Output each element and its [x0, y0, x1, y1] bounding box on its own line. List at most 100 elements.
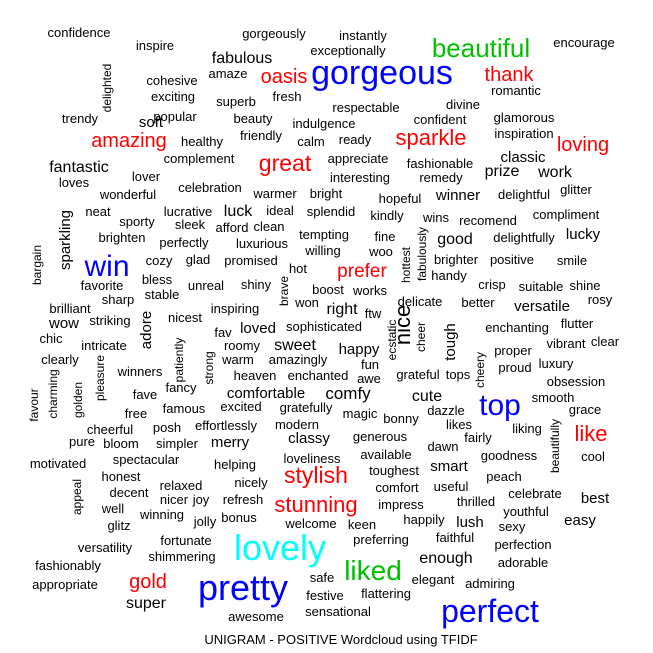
- word-suitable: suitable: [519, 279, 564, 294]
- word-interesting: interesting: [330, 170, 390, 185]
- word-confident: confident: [414, 112, 467, 127]
- word-smart: smart: [430, 458, 468, 475]
- word-excited: excited: [220, 399, 261, 414]
- word-recomend: recomend: [459, 213, 517, 228]
- word-grace: grace: [569, 402, 602, 417]
- word-festive: festive: [306, 588, 344, 603]
- word-sweet: sweet: [274, 337, 316, 354]
- word-trendy: trendy: [62, 111, 99, 126]
- word-bless: bless: [142, 272, 173, 287]
- word-toughest: toughest: [369, 463, 419, 478]
- word-welcome: welcome: [284, 516, 336, 531]
- word-encourage: encourage: [553, 35, 614, 50]
- word-good: good: [437, 231, 473, 248]
- word-bonus: bonus: [221, 510, 257, 525]
- word-enchanted: enchanted: [288, 368, 349, 383]
- word-super: super: [126, 595, 167, 612]
- word-sporty: sporty: [119, 214, 155, 229]
- word-flutter: flutter: [561, 316, 594, 331]
- word-dawn: dawn: [427, 439, 458, 454]
- word-kindly: kindly: [370, 208, 404, 223]
- word-winning: winning: [139, 507, 184, 522]
- word-delightfully: delightfully: [493, 230, 555, 245]
- word-decent: decent: [109, 485, 148, 500]
- word-top: top: [479, 389, 521, 422]
- word-modern: modern: [275, 417, 319, 432]
- caption: UNIGRAM - POSITIVE Wordcloud using TFIDF: [204, 632, 477, 647]
- word-nicest: nicest: [168, 310, 202, 325]
- word-shimmering: shimmering: [148, 549, 215, 564]
- word-won: won: [294, 295, 319, 310]
- word-appeal: appeal: [70, 479, 84, 515]
- word-promised: promised: [224, 253, 277, 268]
- word-romantic: romantic: [491, 83, 541, 98]
- word-loves: loves: [59, 175, 90, 190]
- word-dazzle: dazzle: [427, 403, 465, 418]
- word-awesome: awesome: [228, 609, 284, 624]
- word-willing: willing: [304, 243, 340, 258]
- word-sleek: sleek: [175, 217, 206, 232]
- word-brilliant: brilliant: [49, 301, 91, 316]
- word-cheer: cheer: [414, 322, 428, 352]
- word-helping: helping: [214, 457, 256, 472]
- word-inspiration: inspiration: [494, 126, 553, 141]
- word-fantastic: fantastic: [49, 159, 109, 176]
- word-gratefully: gratefully: [280, 400, 333, 415]
- word-pure: pure: [69, 434, 95, 449]
- word-comfort: comfort: [375, 480, 419, 495]
- word-glamorous: glamorous: [494, 110, 555, 125]
- word-sensational: sensational: [305, 604, 371, 619]
- word-easy: easy: [564, 512, 596, 529]
- word-amaze: amaze: [208, 66, 247, 81]
- word-right: right: [326, 301, 358, 318]
- word-classic: classic: [500, 149, 546, 166]
- word-prize: prize: [485, 163, 520, 180]
- word-wonderful: wonderful: [99, 187, 156, 202]
- word-friendly: friendly: [240, 128, 282, 143]
- word-likes: likes: [446, 417, 473, 432]
- word-cozy: cozy: [146, 253, 173, 268]
- word-neat: neat: [85, 204, 111, 219]
- word-fine: fine: [375, 229, 396, 244]
- word-delightful: delightful: [498, 187, 550, 202]
- word-sparkling: sparkling: [57, 210, 74, 270]
- word-pretty: pretty: [198, 567, 288, 608]
- word-oasis: oasis: [261, 66, 308, 88]
- word-hopeful: hopeful: [379, 191, 422, 206]
- word-fabulous: fabulous: [212, 50, 273, 67]
- word-honest: honest: [101, 469, 140, 484]
- word-winners: winners: [117, 364, 163, 379]
- word-tops: tops: [446, 367, 471, 382]
- word-brighten: brighten: [99, 230, 146, 245]
- word-crisp: crisp: [478, 277, 505, 292]
- word-wins: wins: [422, 210, 450, 225]
- word-fortunate: fortunate: [160, 533, 211, 548]
- word-remedy: remedy: [419, 170, 463, 185]
- word-like: like: [574, 421, 607, 446]
- word-celebration: celebration: [178, 180, 242, 195]
- word-winner: winner: [435, 187, 480, 204]
- word-splendid: splendid: [307, 204, 355, 219]
- word-loved: loved: [240, 320, 276, 337]
- word-useful: useful: [434, 479, 469, 494]
- word-rosy: rosy: [588, 292, 613, 307]
- word-flattering: flattering: [361, 586, 411, 601]
- word-lucky: lucky: [566, 226, 601, 243]
- word-nicely: nicely: [234, 475, 268, 490]
- word-smile: smile: [557, 253, 587, 268]
- word-bargain: bargain: [30, 245, 44, 285]
- word-fresh: fresh: [273, 89, 302, 104]
- word-popular: popular: [153, 109, 197, 124]
- word-relaxed: relaxed: [160, 478, 203, 493]
- word-clear: clear: [591, 334, 620, 349]
- word-simpler: simpler: [156, 436, 199, 451]
- word-motivated: motivated: [30, 456, 86, 471]
- word-delighted: delighted: [100, 64, 114, 113]
- word-jolly: jolly: [193, 514, 217, 529]
- word-chic: chic: [39, 331, 63, 346]
- word-warmer: warmer: [252, 186, 297, 201]
- word-luxurious: luxurious: [236, 236, 289, 251]
- word-bloom: bloom: [103, 436, 138, 451]
- word-fancy: fancy: [165, 380, 197, 395]
- word-sparkle: sparkle: [396, 125, 467, 150]
